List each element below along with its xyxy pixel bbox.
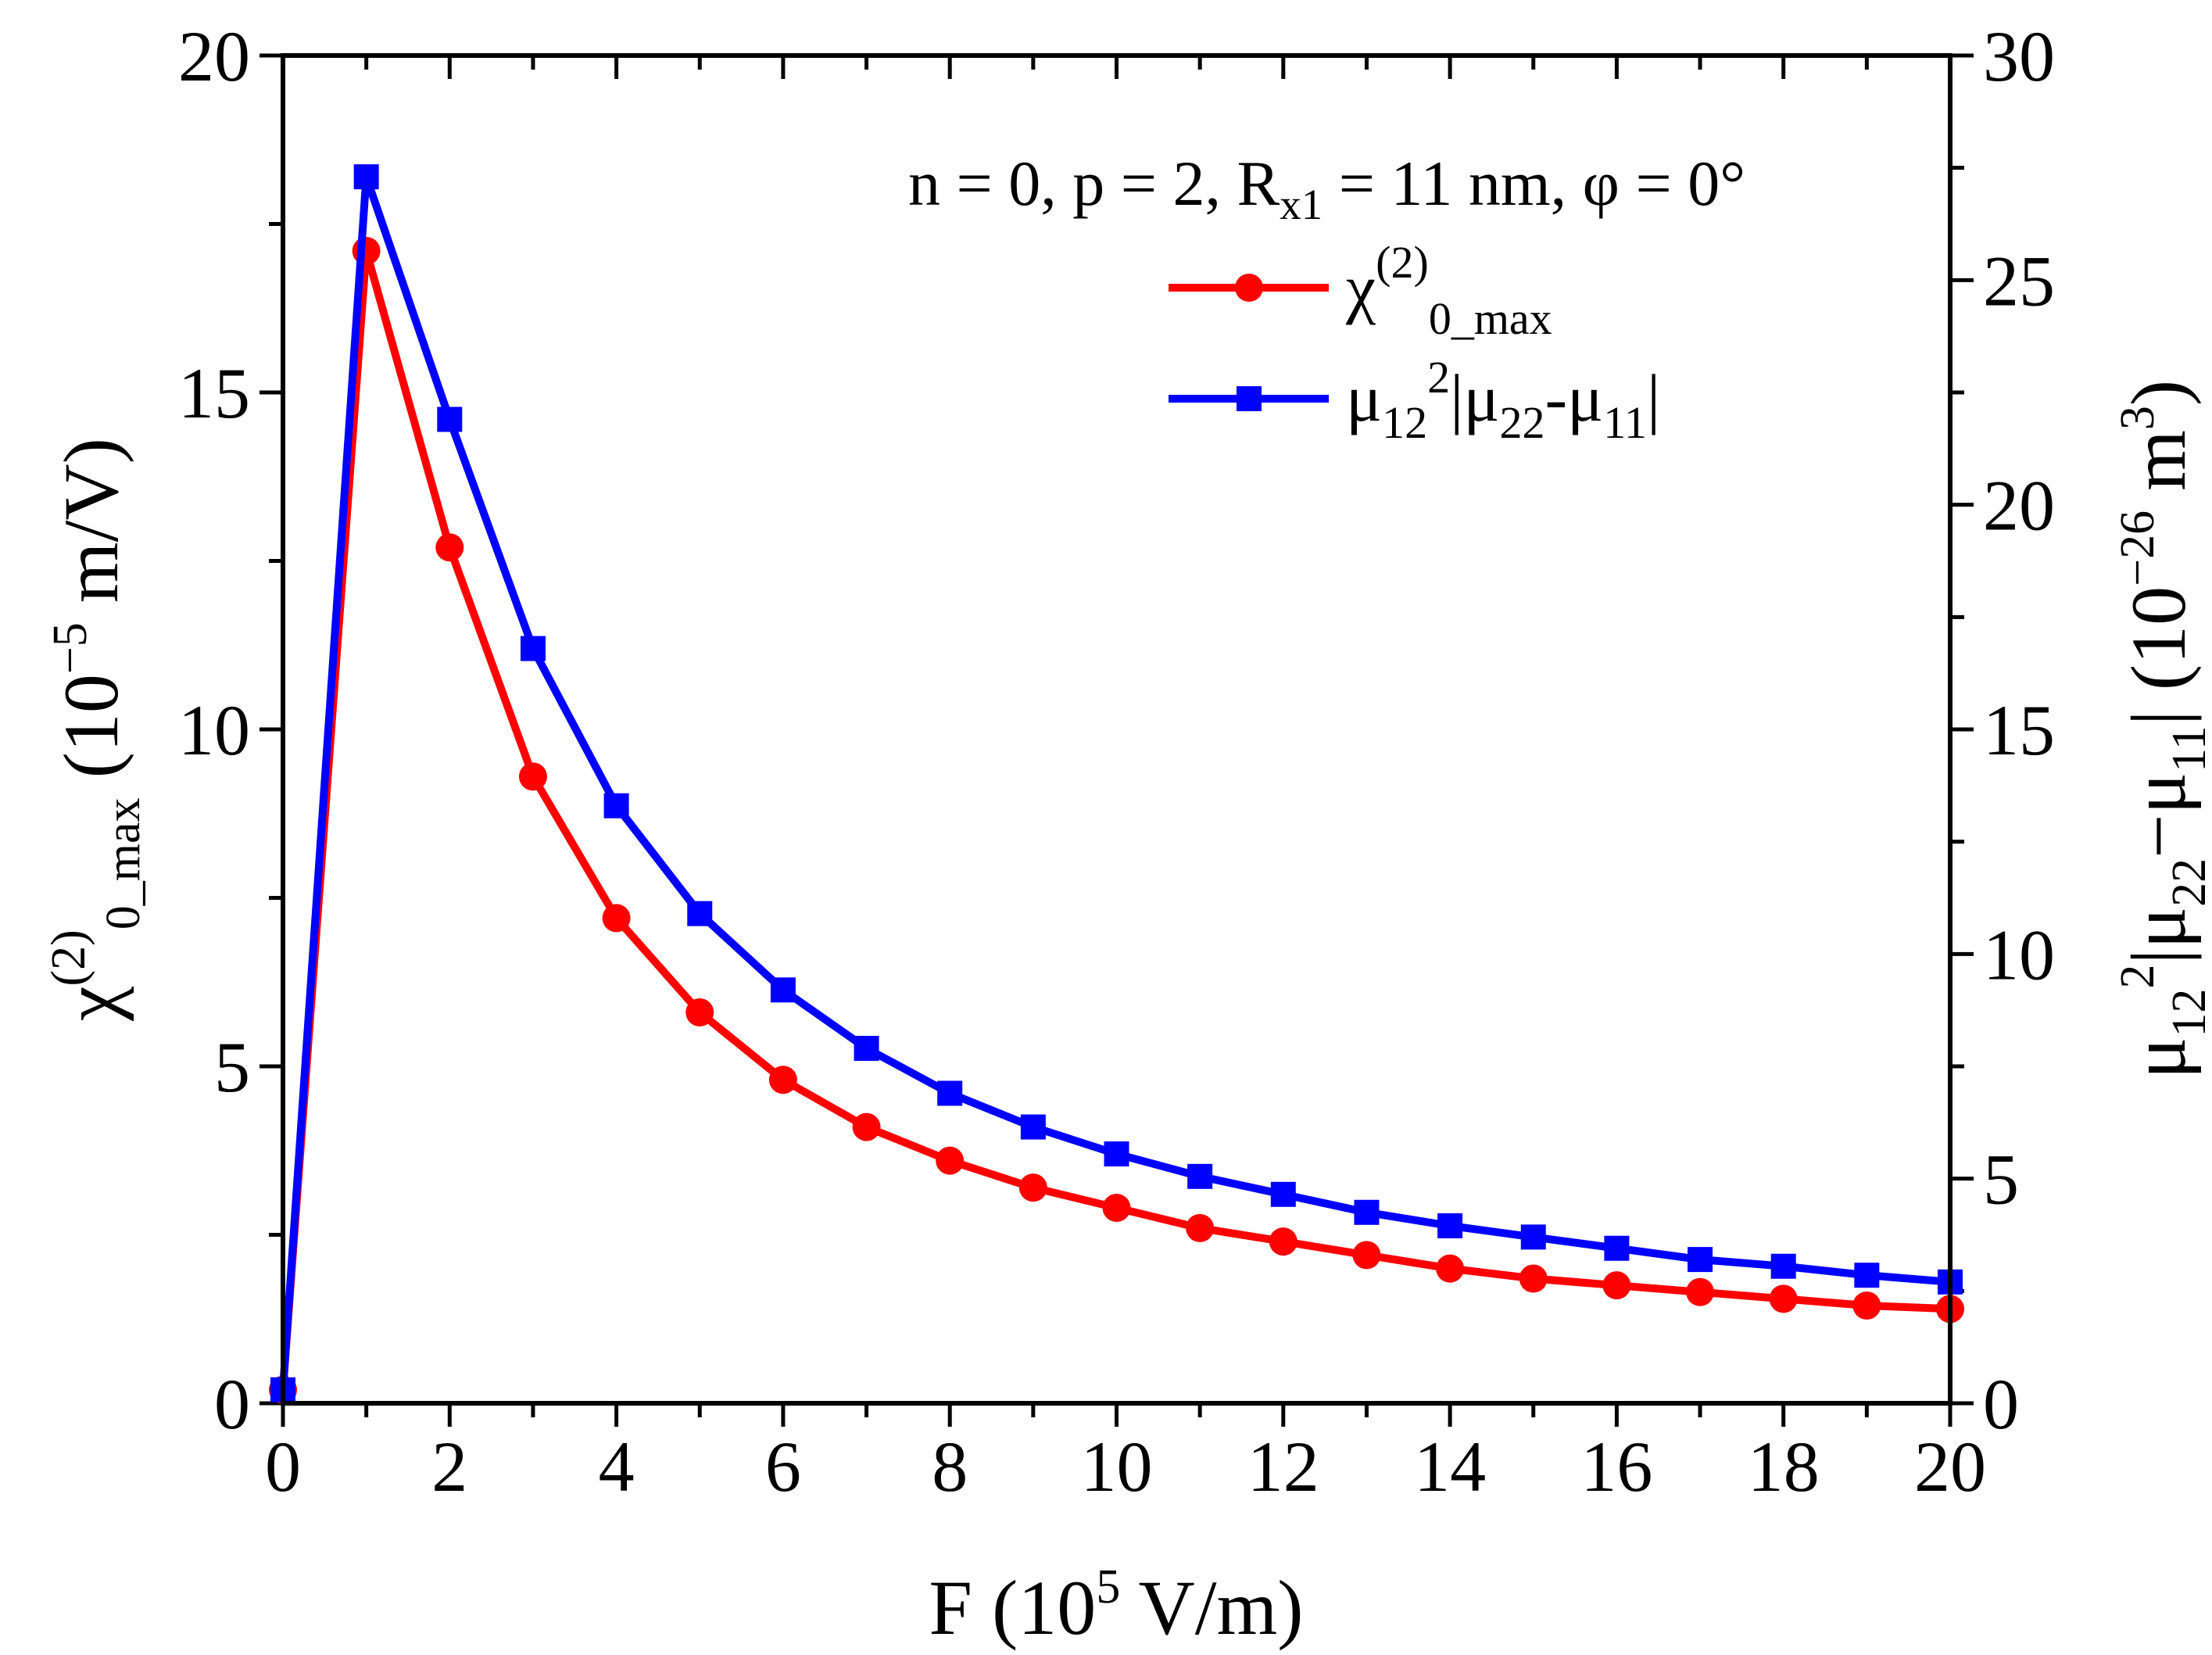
x-tick-label: 20 <box>1914 1427 1986 1506</box>
legend-label-chi: χ(2)0_max <box>1345 237 1552 344</box>
data-point-chi <box>768 1066 797 1094</box>
data-point-chi <box>1352 1241 1381 1270</box>
series-chi-markers <box>269 236 1964 1404</box>
y2-tick-label-right: 30 <box>1983 16 2055 96</box>
data-point-chi <box>1102 1194 1131 1223</box>
data-point-chi <box>1602 1271 1631 1300</box>
y2-tick-label-right: 0 <box>1983 1364 2019 1444</box>
data-point-mu <box>1020 1114 1046 1140</box>
y2-tick-label-right: 10 <box>1983 915 2055 994</box>
legend-marker-mu <box>1237 386 1262 411</box>
y2-tick-label-right: 25 <box>1983 241 2055 321</box>
data-point-chi <box>602 904 631 933</box>
plot-frame <box>281 53 1953 1406</box>
y-tick-label-left: 10 <box>178 690 250 770</box>
x-tick-label: 12 <box>1247 1427 1319 1506</box>
x-tick-label: 18 <box>1748 1427 1820 1506</box>
legend-label-mu: μ122|μ22-μ11| <box>1346 352 1660 448</box>
series-chi-group <box>269 236 1964 1404</box>
data-point-chi <box>1436 1254 1465 1283</box>
legend-entry-chi: χ(2)0_max <box>1169 237 1552 344</box>
data-point-chi <box>936 1146 965 1175</box>
data-point-chi <box>1769 1284 1798 1313</box>
data-point-mu <box>854 1036 879 1062</box>
x-tick-label: 2 <box>431 1427 467 1506</box>
data-point-mu <box>1688 1247 1713 1273</box>
x-tick-label: 6 <box>765 1427 801 1506</box>
y-tick-label-left: 5 <box>214 1027 250 1107</box>
data-point-mu <box>1604 1235 1630 1261</box>
data-point-chi <box>1186 1213 1215 1242</box>
y-axis-title-right: μ122|μ22−μ11| (10−26 m3) <box>2111 380 2212 1079</box>
data-point-mu <box>1187 1163 1213 1189</box>
x-tick-label: 4 <box>599 1427 635 1506</box>
legend: χ(2)0_max μ122|μ22-μ11| <box>1169 237 1660 448</box>
series-mu-group <box>270 164 1963 1402</box>
y2-tick-label-right: 5 <box>1983 1140 2019 1220</box>
y2-tick-label-right: 15 <box>1983 690 2055 770</box>
data-point-chi <box>1686 1277 1715 1306</box>
data-point-mu <box>1854 1263 1880 1288</box>
y-tick-label-left: 15 <box>178 353 250 433</box>
data-point-chi <box>352 236 381 265</box>
legend-entry-mu: μ122|μ22-μ11| <box>1169 352 1660 448</box>
data-point-mu <box>1437 1213 1463 1239</box>
data-point-chi <box>518 762 547 791</box>
y-tick-label-left: 0 <box>214 1364 250 1444</box>
annotation-text: n = 0, p = 2, Rx1 = 11 nm, φ = 0° <box>908 148 1745 228</box>
data-point-mu <box>1104 1141 1129 1167</box>
series-mu-markers <box>270 164 1963 1402</box>
data-point-mu <box>937 1080 963 1106</box>
y-axis-title-left: χ(2)0_max (10−5 m/V) <box>42 438 150 1022</box>
x-tick-label: 16 <box>1580 1427 1652 1506</box>
data-point-chi <box>1852 1291 1881 1320</box>
data-point-chi <box>685 998 714 1027</box>
y2-tick-label-right: 20 <box>1983 466 2055 546</box>
data-point-chi <box>1269 1227 1297 1256</box>
y-tick-label-left: 20 <box>178 16 250 96</box>
data-point-mu <box>687 901 713 926</box>
data-point-mu <box>1354 1199 1380 1225</box>
data-point-chi <box>1519 1264 1548 1293</box>
legend-marker-chi <box>1235 274 1263 302</box>
data-point-mu <box>353 164 379 190</box>
data-point-chi <box>852 1112 881 1141</box>
data-point-mu <box>1270 1181 1296 1207</box>
x-tick-label: 14 <box>1414 1427 1486 1506</box>
data-point-mu <box>437 407 463 432</box>
data-point-chi <box>435 533 464 562</box>
data-point-mu <box>520 636 546 661</box>
x-tick-label: 8 <box>932 1427 968 1506</box>
data-point-mu <box>603 793 629 819</box>
x-tick-label: 0 <box>265 1427 301 1506</box>
x-axis-title: F (105 V/m) <box>929 1560 1303 1651</box>
data-point-mu <box>1770 1253 1796 1279</box>
data-point-chi <box>1018 1173 1047 1202</box>
x-tick-label: 10 <box>1081 1427 1153 1506</box>
data-point-mu <box>770 977 796 1003</box>
data-point-mu <box>1520 1224 1546 1250</box>
